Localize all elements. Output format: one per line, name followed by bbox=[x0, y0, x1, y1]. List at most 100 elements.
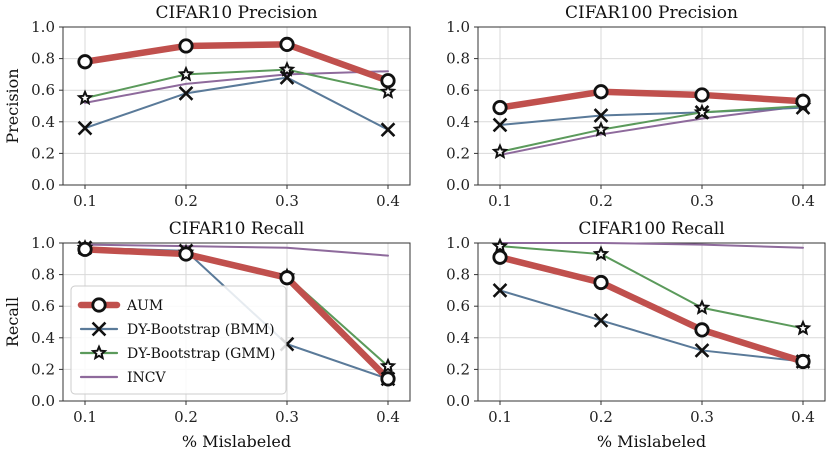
data-point-dy-bootstrap-gmm bbox=[592, 120, 610, 137]
axes-frame bbox=[62, 26, 411, 186]
series-line-incv bbox=[84, 243, 389, 257]
data-point-dy-bootstrap-bmm bbox=[694, 343, 710, 358]
data-point-aum bbox=[694, 322, 710, 338]
data-point-dy-bootstrap-bmm bbox=[380, 122, 396, 138]
y-tick-label: 0.6 bbox=[31, 81, 55, 99]
y-tick-label: 0.0 bbox=[31, 392, 55, 410]
y-axis-label: Precision bbox=[3, 68, 22, 143]
panel-title: CIFAR10 Recall bbox=[169, 219, 305, 239]
series-line-dy-bootstrap-bmm bbox=[499, 106, 804, 126]
y-tick-label: 0.0 bbox=[446, 392, 470, 410]
legend-label: DY-Bootstrap (BMM) bbox=[127, 322, 275, 338]
y-tick-label: 0.2 bbox=[31, 144, 55, 162]
x-tick-label: 0.1 bbox=[488, 408, 512, 426]
data-point-dy-bootstrap-gmm bbox=[76, 89, 94, 106]
x-tick-label: 0.3 bbox=[275, 408, 299, 426]
y-tick-label: 0.8 bbox=[31, 50, 55, 68]
series-line-dy-bootstrap-gmm bbox=[499, 245, 804, 330]
panel-title: CIFAR100 Recall bbox=[578, 219, 724, 239]
y-tick-label: 0.0 bbox=[446, 176, 470, 194]
series-line-dy-bootstrap-gmm bbox=[84, 68, 389, 100]
legend-label: DY-Bootstrap (GMM) bbox=[127, 346, 275, 362]
panel-cifar100-recall: 0.0 0.2 0.4 0.6 0.8 1.0 0.1 0.2 0.3 0.4 CIFAR100 R… bbox=[446, 219, 826, 451]
series-line-incv bbox=[84, 70, 389, 104]
data-point-dy-bootstrap-bmm bbox=[492, 283, 508, 298]
data-point-aum bbox=[795, 93, 811, 109]
y-tick-label: 0.8 bbox=[446, 50, 470, 68]
x-tick-label: 0.2 bbox=[589, 192, 613, 210]
y-tick-label: 1.0 bbox=[31, 18, 55, 36]
y-tick-label: 0.0 bbox=[31, 176, 55, 194]
data-point-dy-bootstrap-gmm bbox=[379, 82, 397, 99]
panel-cifar10-precision: 0.0 0.2 0.4 0.6 0.8 1.0 0.1 0.2 0.3 0.4 CIFAR10 Pr… bbox=[3, 3, 411, 210]
x-tick-label: 0.2 bbox=[589, 408, 613, 426]
x-tick-label: 0.4 bbox=[791, 408, 815, 426]
x-tick-label: 0.3 bbox=[690, 408, 714, 426]
legend-marker-dy-bootstrap-gmm bbox=[90, 344, 108, 361]
data-point-aum bbox=[279, 270, 295, 286]
data-point-aum bbox=[178, 38, 194, 54]
data-point-aum bbox=[492, 99, 508, 116]
data-point-aum bbox=[593, 84, 609, 100]
data-point-dy-bootstrap-bmm bbox=[77, 120, 93, 136]
panel-title: CIFAR100 Precision bbox=[565, 3, 738, 23]
axes-frame bbox=[477, 26, 826, 186]
y-tick-label: 0.4 bbox=[446, 329, 470, 347]
x-tick-label: 0.3 bbox=[690, 192, 714, 210]
data-point-dy-bootstrap-gmm bbox=[177, 65, 195, 82]
data-point-aum bbox=[593, 274, 609, 291]
axes-frame bbox=[62, 242, 411, 402]
series-line-incv bbox=[499, 242, 804, 249]
data-point-dy-bootstrap-bmm bbox=[492, 117, 508, 133]
data-point-aum bbox=[380, 371, 396, 387]
data-point-dy-bootstrap-bmm bbox=[593, 313, 609, 328]
data-point-dy-bootstrap-gmm bbox=[491, 143, 509, 159]
x-tick-label: 0.2 bbox=[174, 408, 198, 426]
panel-cifar100-precision: 0.0 0.2 0.4 0.6 0.8 1.0 0.1 0.2 0.3 0.4 CIFAR100 P… bbox=[446, 3, 826, 210]
series-line-incv bbox=[499, 105, 804, 156]
data-point-dy-bootstrap-gmm bbox=[592, 245, 610, 262]
legend-marker-dy-bootstrap-bmm bbox=[91, 321, 107, 337]
data-point-aum bbox=[795, 353, 811, 370]
series-line-aum bbox=[496, 88, 807, 111]
y-tick-label: 0.8 bbox=[446, 266, 470, 284]
data-point-aum bbox=[694, 87, 710, 103]
data-point-aum bbox=[380, 73, 396, 89]
x-tick-label: 0.3 bbox=[275, 192, 299, 210]
y-tick-label: 0.4 bbox=[31, 329, 55, 347]
legend: AUM DY-Bootstrap (BMM) DY-Bootstrap (GMM) I… bbox=[70, 285, 287, 395]
data-point-dy-bootstrap-gmm bbox=[278, 60, 296, 77]
x-tick-label: 0.4 bbox=[376, 192, 400, 210]
y-tick-label: 0.4 bbox=[31, 113, 55, 131]
data-point-aum bbox=[77, 54, 93, 70]
y-tick-label: 0.2 bbox=[446, 360, 470, 378]
series-line-aum bbox=[496, 253, 807, 365]
panel-cifar10-recall: 0.0 0.2 0.4 0.6 0.8 1.0 0.1 0.2 0.3 0.4 CIFAR10 Re… bbox=[3, 219, 411, 451]
y-tick-label: 0.2 bbox=[31, 360, 55, 378]
y-tick-label: 1.0 bbox=[446, 234, 470, 252]
y-tick-label: 0.4 bbox=[446, 113, 470, 131]
legend-label: INCV bbox=[127, 370, 166, 386]
series-line-dy-bootstrap-bmm bbox=[499, 289, 804, 363]
series-line-aum bbox=[81, 41, 392, 84]
data-point-aum bbox=[279, 36, 295, 52]
x-axis-label: % Mislabeled bbox=[597, 432, 706, 451]
data-point-dy-bootstrap-gmm bbox=[491, 237, 509, 254]
y-tick-label: 1.0 bbox=[446, 18, 470, 36]
data-point-dy-bootstrap-gmm bbox=[794, 319, 812, 336]
y-tick-label: 0.6 bbox=[31, 297, 55, 315]
series-line-dy-bootstrap-bmm bbox=[84, 76, 389, 131]
x-tick-label: 0.1 bbox=[73, 192, 97, 210]
data-point-dy-bootstrap-gmm bbox=[379, 357, 397, 374]
data-point-aum bbox=[178, 246, 194, 262]
series-line-dy-bootstrap-gmm bbox=[499, 105, 804, 153]
data-point-aum bbox=[492, 249, 508, 265]
data-point-dy-bootstrap-bmm bbox=[593, 108, 609, 123]
panel-title: CIFAR10 Precision bbox=[155, 3, 317, 23]
x-tick-label: 0.1 bbox=[73, 408, 97, 426]
x-tick-label: 0.4 bbox=[376, 408, 400, 426]
x-tick-label: 0.2 bbox=[174, 192, 198, 210]
data-point-dy-bootstrap-gmm bbox=[693, 298, 711, 315]
data-point-dy-bootstrap-gmm bbox=[693, 103, 711, 120]
